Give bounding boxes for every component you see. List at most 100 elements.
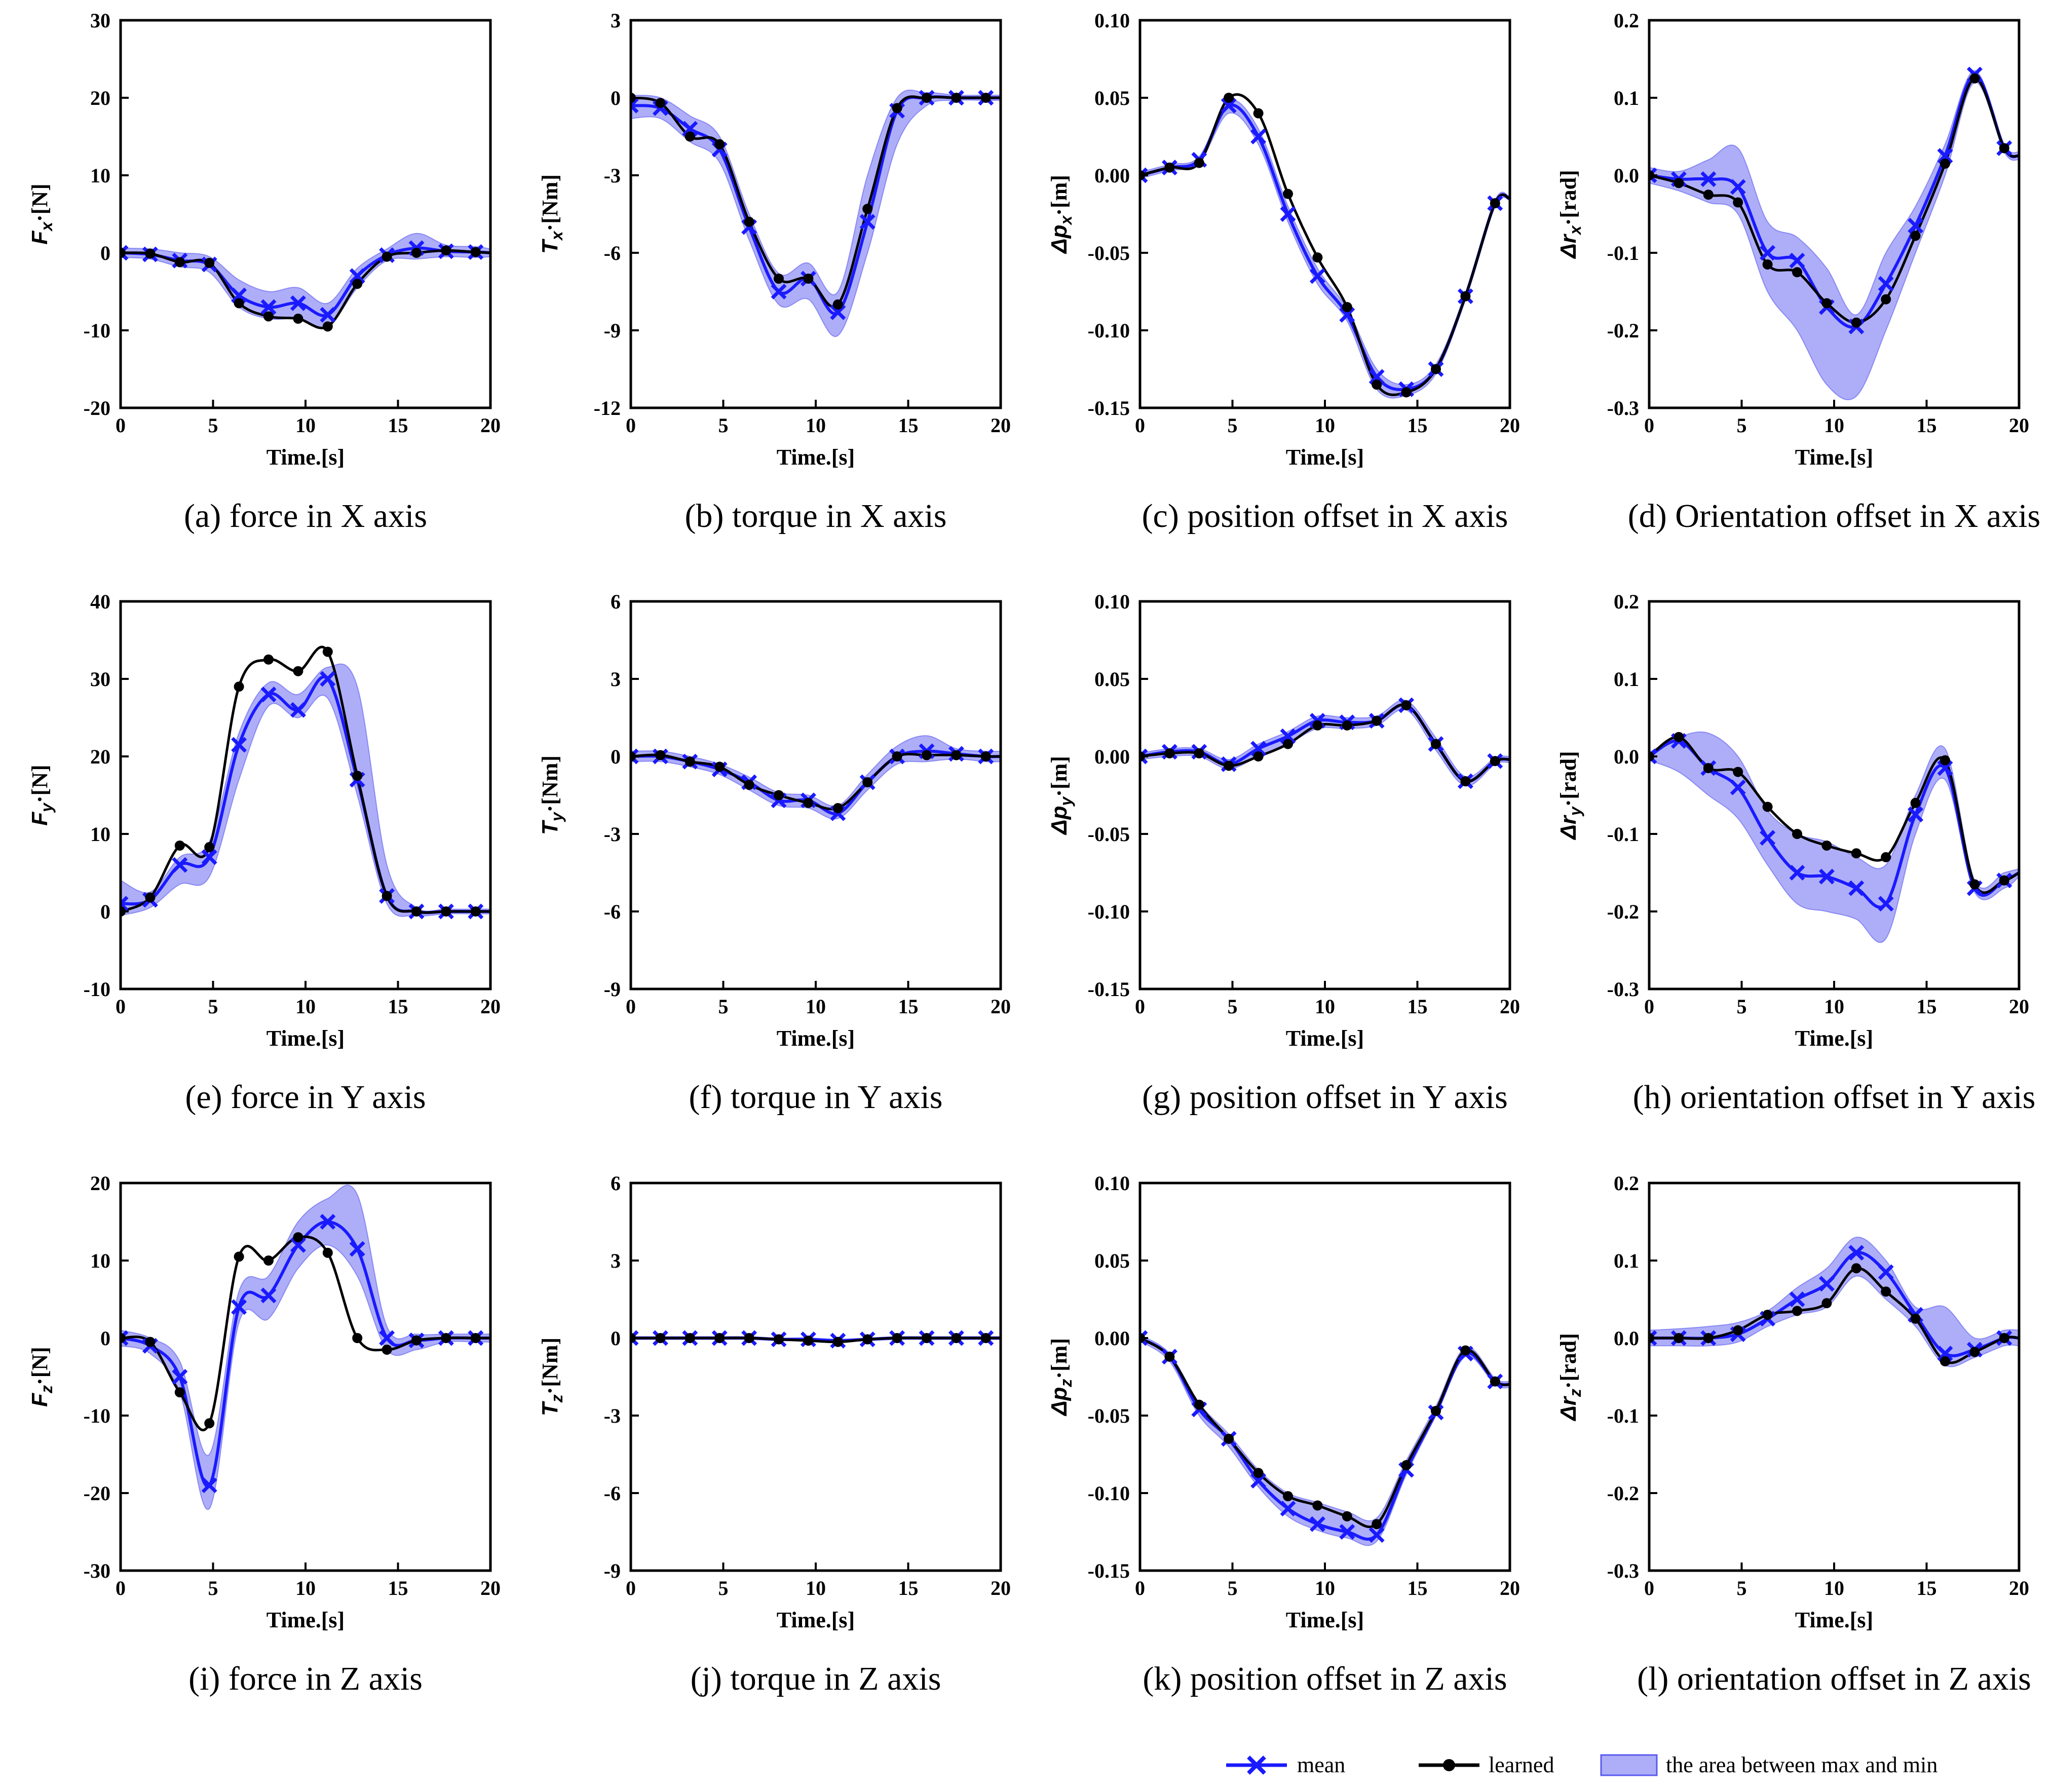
y-tick-label-i-4: 10 <box>90 1249 110 1272</box>
learned-point-d-4 <box>1762 259 1773 270</box>
learned-line-i <box>121 1235 490 1432</box>
learned-point-e-3 <box>204 842 215 853</box>
learned-point-k-3 <box>1224 1433 1234 1444</box>
mean-point-i-9 <box>379 1330 395 1346</box>
learned-point-k-8 <box>1372 1519 1382 1530</box>
learned-point-k-9 <box>1401 1460 1412 1470</box>
learned-point-a-11 <box>441 245 451 256</box>
y-tick-label-f-4: 3 <box>611 668 621 691</box>
x-tick-label-b-3: 15 <box>898 414 919 437</box>
x-tick-label-j-3: 15 <box>898 1577 919 1599</box>
learned-point-a-10 <box>411 248 422 258</box>
plot-area-e <box>121 645 490 920</box>
x-axis-label-g: Time.[s] <box>1286 1026 1364 1051</box>
mean-line-c <box>1140 103 1510 392</box>
x-tick-label-i-3: 15 <box>388 1577 408 1599</box>
y-tick-label-g-5: 0.10 <box>1094 590 1130 613</box>
mean-point-c-3 <box>1221 97 1237 113</box>
y-tick-label-g-2: -0.05 <box>1088 823 1130 846</box>
mean-point-c-6 <box>1309 268 1325 284</box>
learned-point-a-7 <box>322 321 333 332</box>
caption-c: (c) position offset in X axis <box>1142 498 1508 535</box>
y-tick-label-i-0: -30 <box>84 1559 110 1582</box>
mean-point-l-0 <box>1649 1330 1657 1346</box>
learned-point-h-3 <box>1733 767 1743 777</box>
y-tick-label-g-3: 0.00 <box>1094 745 1130 768</box>
panel-d: 0 5 10 15 20 -0.3 -0.2 -0.1 0.0 0.1 0.2 Time.[s] Δrx… <box>1556 9 2040 535</box>
x-tick-label-l-3: 15 <box>1917 1577 1937 1599</box>
x-tick-label-b-1: 5 <box>718 414 729 437</box>
mean-point-h-3 <box>1730 779 1746 795</box>
legend-band-swatch <box>1600 1754 1658 1776</box>
learned-point-g-6 <box>1312 720 1323 731</box>
mean-point-e-5 <box>260 687 277 703</box>
learned-point-c-8 <box>1372 379 1382 390</box>
x-tick-label-f-3: 15 <box>898 995 919 1018</box>
caption-d: (d) Orientation offset in X axis <box>1628 498 2040 535</box>
y-axis-label-g: Δpy·[m] <box>1047 756 1075 835</box>
learned-point-f-9 <box>892 751 902 761</box>
x-tick-label-b-4: 20 <box>991 414 1011 437</box>
learned-point-g-11 <box>1460 776 1471 786</box>
x-axis-label-f: Time.[s] <box>777 1026 855 1051</box>
y-tick-label-l-0: -0.3 <box>1607 1559 1639 1582</box>
y-tick-label-j-2: -3 <box>604 1404 621 1427</box>
learned-point-l-8 <box>1881 1286 1891 1297</box>
learned-point-c-9 <box>1401 387 1412 398</box>
learned-point-e-9 <box>382 891 392 901</box>
y-tick-label-h-5: 0.2 <box>1614 590 1639 613</box>
learned-point-h-9 <box>1910 797 1921 808</box>
mean-point-i-6 <box>290 1237 306 1253</box>
mean-point-i-0 <box>121 1330 129 1346</box>
x-tick-label-l-4: 20 <box>2009 1577 2029 1599</box>
band-area-l <box>1649 1237 2019 1367</box>
x-tick-label-c-1: 5 <box>1228 414 1238 437</box>
learned-point-l-12 <box>1999 1333 2009 1343</box>
learned-point-a-8 <box>352 279 363 289</box>
y-tick-label-c-2: -0.05 <box>1088 242 1130 264</box>
legend-mean-label: mean <box>1297 1752 1345 1777</box>
y-tick-label-j-3: 0 <box>611 1327 621 1350</box>
learned-point-f-12 <box>980 751 991 761</box>
learned-point-d-3 <box>1733 197 1743 208</box>
x-tick-label-f-2: 10 <box>806 995 826 1018</box>
y-tick-label-l-5: 0.2 <box>1614 1172 1639 1195</box>
x-tick-label-d-4: 20 <box>2009 414 2029 437</box>
y-tick-label-b-4: 0 <box>611 87 621 109</box>
legend: mean learned the area between max and mi… <box>1226 1752 1937 1777</box>
learned-point-g-8 <box>1372 715 1382 726</box>
learned-point-b-9 <box>892 103 902 113</box>
learned-point-c-10 <box>1431 364 1441 374</box>
learned-point-k-2 <box>1194 1399 1204 1410</box>
learned-point-c-2 <box>1194 158 1204 168</box>
plot-area-l <box>1649 1237 2019 1367</box>
y-tick-label-k-1: -0.10 <box>1088 1482 1130 1505</box>
learned-point-e-7 <box>322 646 333 657</box>
y-axis-label-f: Ty·[Nm] <box>538 755 566 835</box>
y-tick-label-i-3: 0 <box>100 1327 110 1350</box>
learned-point-j-7 <box>832 1337 843 1347</box>
learned-point-l-9 <box>1910 1313 1921 1324</box>
learned-point-k-6 <box>1312 1500 1323 1511</box>
x-axis-label-d: Time.[s] <box>1795 445 1873 470</box>
y-tick-label-f-0: -9 <box>604 978 621 1001</box>
x-tick-label-a-4: 20 <box>480 414 501 437</box>
learned-point-i-12 <box>470 1333 481 1343</box>
learned-point-i-6 <box>293 1232 303 1243</box>
mean-point-c-4 <box>1250 129 1267 144</box>
x-axis-label-e: Time.[s] <box>267 1026 345 1051</box>
learned-line-h <box>1649 736 2019 894</box>
learned-point-i-9 <box>382 1344 392 1355</box>
learned-point-l-4 <box>1762 1310 1773 1320</box>
learned-point-k-4 <box>1253 1468 1264 1478</box>
y-tick-label-g-4: 0.05 <box>1094 668 1130 691</box>
x-tick-label-f-1: 5 <box>718 995 729 1018</box>
y-tick-label-b-5: 3 <box>611 9 621 32</box>
y-tick-label-b-1: -9 <box>604 319 621 342</box>
learned-point-d-6 <box>1821 298 1832 309</box>
learned-point-h-6 <box>1821 840 1832 851</box>
learned-point-b-6 <box>803 274 814 284</box>
plot-area-a <box>121 233 490 332</box>
x-tick-label-h-3: 15 <box>1917 995 1937 1018</box>
learned-line-b <box>631 95 1001 309</box>
